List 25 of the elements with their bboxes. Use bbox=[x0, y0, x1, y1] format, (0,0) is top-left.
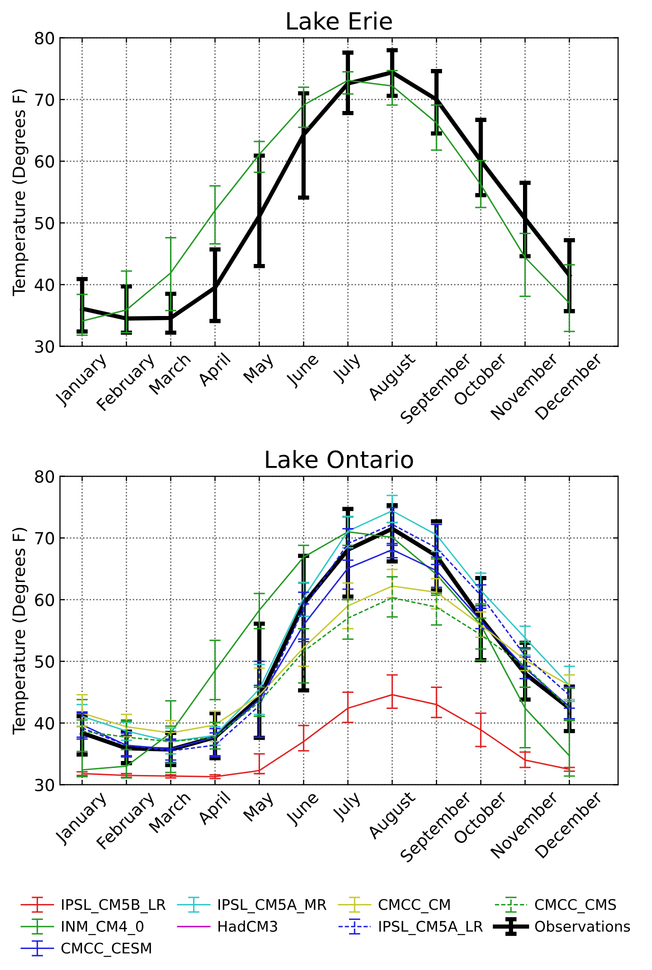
y-tick-label: 40 bbox=[34, 717, 54, 730]
y-tick-label: 80 bbox=[35, 32, 54, 44]
y-tick-label: 60 bbox=[35, 155, 54, 168]
y-tick-label: 30 bbox=[35, 340, 54, 353]
legend-label: CMCC_CMS bbox=[535, 898, 616, 914]
y-axis-title: Temperature (Degrees F) bbox=[12, 528, 28, 735]
y-tick-label: 80 bbox=[35, 470, 54, 483]
legend-label: IPSL_CM5A_LR bbox=[379, 920, 483, 936]
y-tick-label: 60 bbox=[35, 594, 54, 606]
y-tick-label: 30 bbox=[35, 778, 54, 792]
legend-label: HadCM3 bbox=[218, 920, 278, 932]
chart-title: Lake Ontario bbox=[266, 450, 413, 468]
legend-label: IPSL_CM5B_LR bbox=[62, 898, 166, 914]
y-tick-label: 70 bbox=[35, 93, 54, 106]
legend-label: CMCC_CM bbox=[378, 898, 450, 914]
y-tick-label: 50 bbox=[35, 655, 54, 668]
y-tick-label: 40 bbox=[34, 278, 54, 292]
y-tick-label: 70 bbox=[35, 532, 54, 545]
chart-title: Lake Erie bbox=[287, 12, 392, 30]
y-tick-label: 50 bbox=[35, 216, 54, 230]
y-axis-title: Temperature (Degrees F) bbox=[12, 89, 28, 296]
legend-label: INM_CM4_0 bbox=[62, 920, 144, 936]
legend-label: Observations bbox=[535, 920, 630, 932]
legend-label: IPSL_CM5A_MR bbox=[218, 898, 326, 914]
legend-label: CMCC_CESM bbox=[61, 942, 151, 957]
